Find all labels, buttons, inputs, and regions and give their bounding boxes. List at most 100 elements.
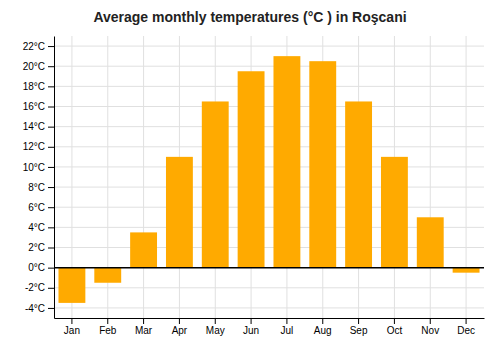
x-tick-label: Nov xyxy=(421,325,439,336)
y-tick: 8°C xyxy=(28,182,54,193)
x-tick-label: Jun xyxy=(243,325,259,336)
y-tick: -4°C xyxy=(25,303,54,314)
x-tick-mark xyxy=(430,318,431,324)
x-tick-mark xyxy=(286,318,287,324)
y-tick: 2°C xyxy=(28,242,54,253)
x-tick: Oct xyxy=(387,318,403,336)
y-tick-label: 12°C xyxy=(23,141,45,152)
bar xyxy=(166,157,193,268)
y-tick-mark xyxy=(48,288,54,289)
bar xyxy=(58,268,85,303)
bar xyxy=(345,101,372,267)
y-tick-label: 4°C xyxy=(28,222,45,233)
y-tick-label: 6°C xyxy=(28,202,45,213)
y-tick: 10°C xyxy=(23,162,54,173)
x-grid-line xyxy=(466,36,467,318)
x-tick-mark xyxy=(143,318,144,324)
x-tick: May xyxy=(206,318,225,336)
x-tick-label: Dec xyxy=(457,325,475,336)
y-tick: 18°C xyxy=(23,81,54,92)
y-grid-line xyxy=(54,287,484,288)
y-axis-line xyxy=(54,37,55,319)
y-tick-mark xyxy=(48,167,54,168)
y-tick: 22°C xyxy=(23,41,54,52)
x-tick-mark xyxy=(71,318,72,324)
x-tick-mark xyxy=(215,318,216,324)
bar xyxy=(381,157,408,268)
y-axis: -4°C -2°C 0°C 2°C 4°C 6°C 8°C 10°C 12°C 14°C 16°C 1… xyxy=(23,37,55,319)
y-tick-mark xyxy=(48,187,54,188)
x-tick-mark xyxy=(466,318,467,324)
y-tick-mark xyxy=(48,207,54,208)
y-tick-label: 22°C xyxy=(23,41,45,52)
bar xyxy=(453,268,480,273)
x-tick-mark xyxy=(394,318,395,324)
y-grid-line xyxy=(54,66,484,67)
y-grid-line xyxy=(54,106,484,107)
bar xyxy=(273,56,300,268)
bar xyxy=(238,71,265,267)
y-tick-mark xyxy=(48,308,54,309)
x-tick-label: Aug xyxy=(314,325,332,336)
y-grid-line xyxy=(54,267,484,268)
x-tick: Nov xyxy=(421,318,439,336)
y-tick: 14°C xyxy=(23,121,54,132)
x-tick-label: Feb xyxy=(99,325,117,336)
y-grid-line xyxy=(54,46,484,47)
y-tick-label: 14°C xyxy=(23,121,45,132)
x-tick: Jun xyxy=(243,318,259,336)
y-tick-label: -2°C xyxy=(25,282,45,293)
bar xyxy=(130,232,157,267)
x-tick: Sep xyxy=(350,318,368,336)
y-tick-mark xyxy=(48,46,54,47)
x-tick-label: Jul xyxy=(281,325,294,336)
x-tick: Apr xyxy=(172,318,188,336)
x-tick-label: Mar xyxy=(135,325,153,336)
y-tick: 6°C xyxy=(28,202,54,213)
chart-svg: Average monthly temperatures (°C ) in Ro… xyxy=(0,0,500,350)
y-tick: 16°C xyxy=(23,101,54,112)
bar xyxy=(309,61,336,267)
y-grid-line xyxy=(54,126,484,127)
y-tick: 12°C xyxy=(23,141,54,152)
y-tick: 20°C xyxy=(23,61,54,72)
x-tick-mark xyxy=(107,318,108,324)
x-tick-mark xyxy=(179,318,180,324)
x-tick-mark xyxy=(358,318,359,324)
grid xyxy=(54,36,484,318)
y-grid-line xyxy=(54,146,484,147)
x-tick: Jul xyxy=(281,318,294,336)
plot-area: -4°C -2°C 0°C 2°C 4°C 6°C 8°C 10°C 12°C 14°C 16°C 1… xyxy=(23,36,485,336)
y-tick-label: 0°C xyxy=(28,262,45,273)
x-tick-label: Jan xyxy=(64,325,80,336)
y-tick-mark xyxy=(48,66,54,67)
y-tick-mark xyxy=(48,248,54,249)
x-tick-label: Oct xyxy=(387,325,403,336)
x-tick-mark xyxy=(322,318,323,324)
x-tick-label: Apr xyxy=(172,325,188,336)
x-tick-label: May xyxy=(206,325,225,336)
y-tick-mark xyxy=(48,127,54,128)
bar xyxy=(94,268,121,283)
x-grid-line xyxy=(143,36,144,318)
chart-title: Average monthly temperatures (°C ) in Ro… xyxy=(93,9,406,25)
x-tick: Feb xyxy=(99,318,117,336)
x-grid-line xyxy=(430,36,431,318)
y-tick-label: 20°C xyxy=(23,61,45,72)
y-tick-label: 10°C xyxy=(23,162,45,173)
y-grid-line xyxy=(54,86,484,87)
y-tick-label: 8°C xyxy=(28,182,45,193)
x-tick: Mar xyxy=(135,318,153,336)
x-tick: Aug xyxy=(314,318,332,336)
bar xyxy=(202,101,229,267)
y-tick-label: 16°C xyxy=(23,101,45,112)
y-grid-line xyxy=(54,187,484,188)
y-tick: -2°C xyxy=(25,282,54,293)
y-tick-label: 2°C xyxy=(28,242,45,253)
x-tick-label: Sep xyxy=(350,325,368,336)
y-tick-mark xyxy=(48,86,54,87)
y-tick-label: -4°C xyxy=(25,303,45,314)
x-tick: Dec xyxy=(457,318,475,336)
x-axis-line xyxy=(55,318,485,319)
x-tick: Jan xyxy=(64,318,80,336)
